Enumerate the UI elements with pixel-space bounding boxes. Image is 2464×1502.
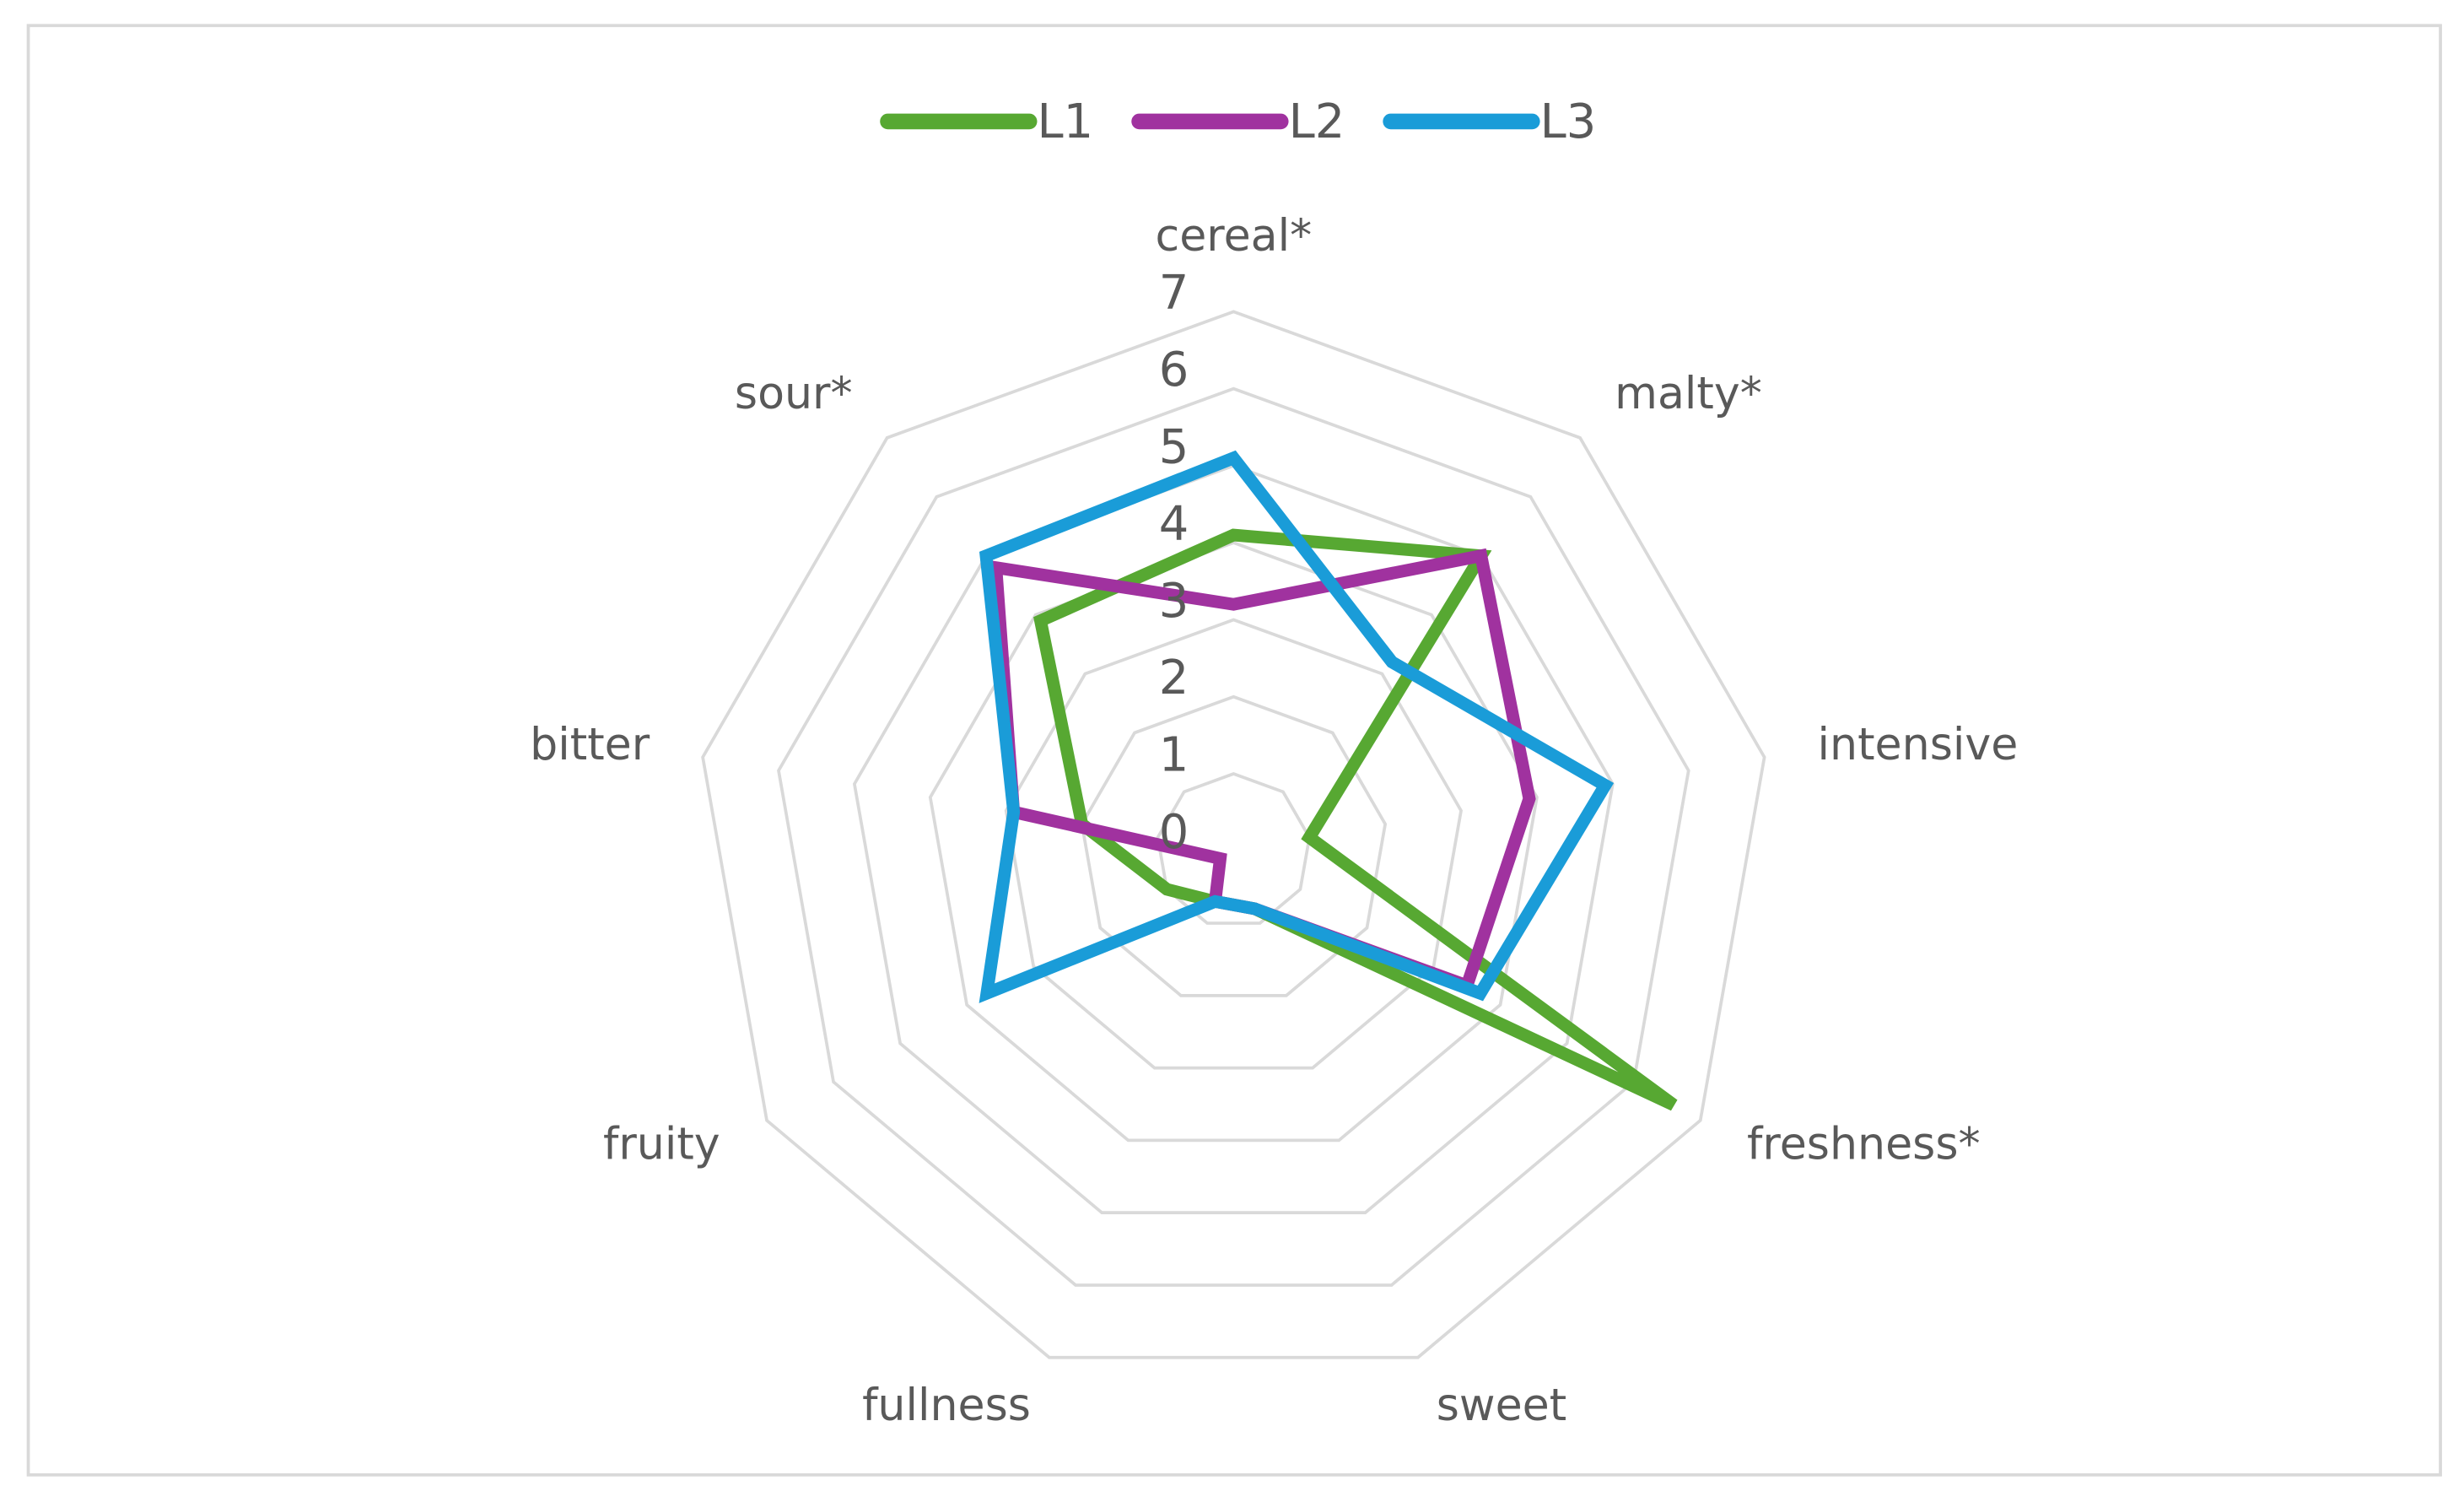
category-label: cereal* <box>1156 211 1313 262</box>
r-tick-label: 0 <box>1159 805 1189 860</box>
grid-ring <box>1156 772 1312 925</box>
category-label: intensive <box>1818 720 2019 770</box>
category-label: freshness* <box>1747 1120 1981 1170</box>
grid-ring <box>928 541 1539 1143</box>
grid-ring <box>852 463 1615 1215</box>
category-label: fruity <box>603 1120 720 1170</box>
grid-ring <box>701 310 1766 1359</box>
grid-ring <box>1004 618 1463 1070</box>
category-label: fullness <box>862 1380 1031 1431</box>
r-tick-label: 4 <box>1159 497 1189 552</box>
r-tick-label: 3 <box>1159 574 1189 629</box>
r-tick-label: 1 <box>1159 728 1189 783</box>
grid-ring <box>777 386 1690 1287</box>
legend-label: L1 <box>1038 95 1094 149</box>
r-tick-label: 5 <box>1159 419 1189 474</box>
grid-ring <box>1080 694 1388 997</box>
category-label: bitter <box>530 720 650 770</box>
series-line <box>979 450 1615 1003</box>
r-tick-label: 2 <box>1159 651 1189 705</box>
chart-frame <box>26 24 2442 1477</box>
category-label: malty* <box>1615 369 1762 419</box>
legend-label: L3 <box>1540 95 1597 149</box>
r-tick-label: 6 <box>1159 343 1189 397</box>
category-label: sour* <box>735 369 853 419</box>
category-label: sweet <box>1437 1380 1566 1431</box>
r-tick-label: 7 <box>1159 266 1189 321</box>
legend-label: L2 <box>1289 95 1345 149</box>
